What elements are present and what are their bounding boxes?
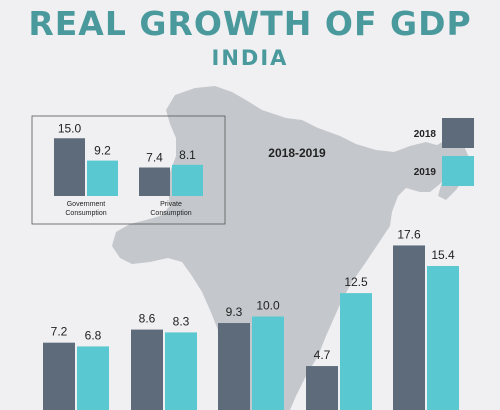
main-bar-2018-1: [43, 342, 75, 410]
main-bar-2019-1: [77, 346, 109, 410]
main-bar-2019-3: [252, 316, 284, 410]
period-label: 2018-2019: [268, 146, 326, 160]
main-bar-2018-3: [218, 323, 250, 410]
main-bar-label-2019-4: 12.5: [344, 275, 368, 289]
inset-category-label-2: Private Consumption: [150, 201, 191, 217]
main-bar-label-2018-4: 4.7: [314, 348, 331, 362]
inset-bar-label-2019-2: 8.1: [179, 148, 196, 162]
inset-bar-label-2019-1: 9.2: [94, 144, 111, 158]
chart-title: REAL GROWTH OF GDP: [28, 4, 472, 43]
legend-swatch-2019: [442, 156, 474, 186]
main-bar-2019-2: [165, 332, 197, 410]
main-bar-label-2018-5: 17.6: [397, 227, 421, 241]
inset-bar-2019-2: [172, 164, 203, 196]
inset-bar-2019-1: [87, 160, 118, 196]
main-bar-label-2018-1: 7.2: [51, 325, 68, 339]
inset-bar-label-2018-2: 7.4: [146, 151, 163, 165]
main-bar-label-2019-2: 8.3: [173, 314, 190, 328]
main-bar-label-2018-3: 9.3: [226, 305, 243, 319]
inset-bar-2018-1: [54, 138, 85, 196]
main-bar-label-2018-2: 8.6: [139, 312, 156, 326]
main-bar-label-2019-1: 6.8: [85, 328, 102, 342]
main-bar-2018-5: [393, 245, 425, 410]
legend-label-2018: 2018: [414, 129, 437, 140]
main-bar-label-2019-3: 10.0: [256, 299, 280, 313]
chart-subtitle: INDIA: [211, 46, 289, 70]
inset-bar-2018-2: [139, 167, 170, 196]
legend-swatch-2018: [442, 118, 474, 148]
main-bar-2019-5: [427, 266, 459, 410]
main-bar-2018-2: [131, 329, 163, 410]
inset-category-label-1: Government Consumption: [65, 201, 106, 217]
legend-label-2019: 2019: [414, 167, 437, 178]
main-bar-2019-4: [340, 293, 372, 410]
inset-frame: [31, 115, 226, 225]
inset-bar-label-2018-1: 15.0: [58, 121, 82, 135]
main-bar-label-2019-5: 15.4: [431, 248, 455, 262]
main-bar-2018-4: [306, 366, 338, 410]
